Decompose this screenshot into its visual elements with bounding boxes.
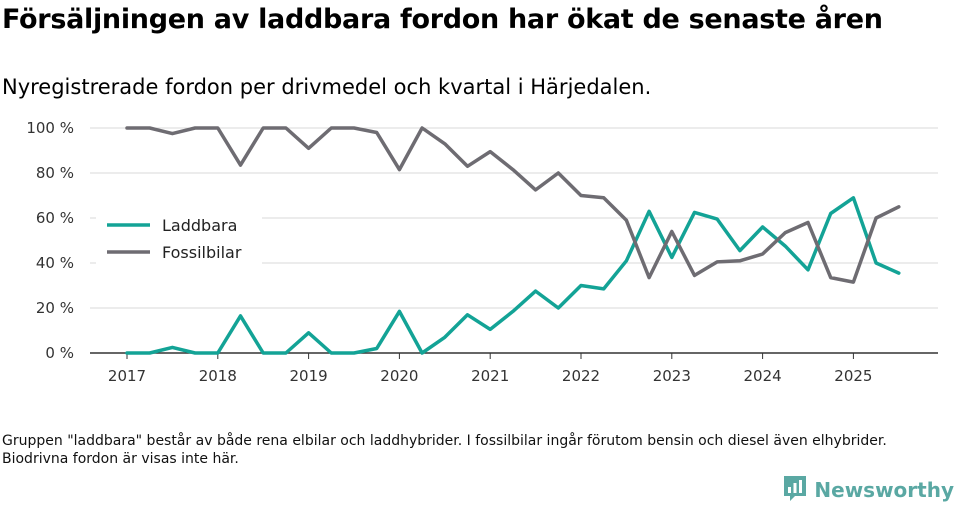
legend-background: [96, 210, 262, 270]
y-tick-label: 0 %: [45, 344, 74, 362]
y-tick-label: 100 %: [26, 119, 74, 137]
brand-name: Newsworthy: [814, 478, 954, 502]
y-axis-ticks: 0 % 20 % 40 % 60 % 80 % 100 %: [26, 119, 74, 362]
line-chart: 0 % 20 % 40 % 60 % 80 % 100 % 2017 2018 2019 202…: [26, 119, 938, 385]
series-line-laddbara: [125, 196, 901, 355]
chart-title: Försäljningen av laddbara fordon har öka…: [2, 4, 883, 35]
x-tick-label: 2024: [744, 367, 782, 385]
x-tick-label: 2019: [290, 367, 328, 385]
chart-subtitle: Nyregistrerade fordon per drivmedel och …: [2, 75, 652, 99]
y-tick-label: 80 %: [36, 164, 74, 182]
legend: Laddbara Fossilbilar: [96, 210, 262, 270]
x-tick-label: 2023: [653, 367, 691, 385]
x-tick-label: 2022: [562, 367, 600, 385]
y-tick-label: 20 %: [36, 299, 74, 317]
footnote: Gruppen "laddbara" består av både rena e…: [2, 433, 887, 467]
legend-label: Fossilbilar: [162, 243, 242, 262]
x-tick-label: 2018: [199, 367, 237, 385]
legend-label: Laddbara: [162, 216, 237, 235]
gridlines: [90, 127, 938, 309]
x-tick-label: 2025: [834, 367, 872, 385]
y-tick-label: 60 %: [36, 209, 74, 227]
x-axis-ticks: 2017 2018 2019 2020 2021 2022 2023 2024 2025: [108, 353, 872, 385]
y-tick-label: 40 %: [36, 254, 74, 272]
brand-logo[interactable]: Newsworthy: [782, 474, 954, 506]
newsworthy-logo-icon: [782, 474, 808, 506]
x-tick-label: 2021: [471, 367, 509, 385]
series-line-fossilbilar: [125, 126, 901, 284]
series-lines: [125, 126, 901, 355]
x-tick-label: 2020: [380, 367, 418, 385]
x-tick-label: 2017: [108, 367, 146, 385]
